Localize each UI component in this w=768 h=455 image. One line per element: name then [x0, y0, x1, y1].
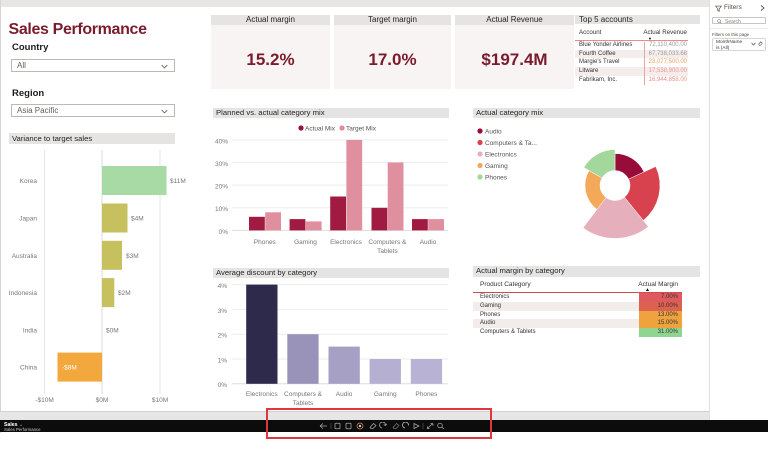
- svg-text:1%: 1%: [218, 357, 228, 364]
- svg-text:Australia: Australia: [12, 253, 38, 260]
- svg-text:Indonesia: Indonesia: [9, 290, 38, 297]
- svg-text:4%: 4%: [218, 283, 228, 290]
- svg-text:Computers &: Computers &: [368, 239, 407, 246]
- svg-text:Target Mix: Target Mix: [346, 126, 377, 133]
- svg-text:China: China: [20, 365, 37, 372]
- svg-text:Electronics: Electronics: [330, 239, 363, 246]
- svg-text:Electronics: Electronics: [246, 391, 279, 398]
- svg-text:India: India: [23, 327, 37, 334]
- svg-text:$4M: $4M: [131, 216, 144, 223]
- svg-text:Gaming: Gaming: [485, 163, 508, 170]
- svg-text:10%: 10%: [215, 206, 228, 213]
- svg-text:Phones: Phones: [254, 239, 277, 246]
- svg-text:$10M: $10M: [152, 397, 168, 404]
- svg-text:Computers & Ta...: Computers & Ta...: [485, 140, 537, 147]
- svg-text:Tablets: Tablets: [377, 248, 398, 255]
- svg-text:Audio: Audio: [420, 239, 437, 246]
- svg-text:Computers &: Computers &: [284, 391, 323, 398]
- svg-text:Japan: Japan: [19, 216, 37, 223]
- svg-text:$3M: $3M: [126, 253, 139, 260]
- svg-text:Tablets: Tablets: [293, 400, 314, 407]
- svg-text:Gaming: Gaming: [374, 391, 397, 398]
- svg-text:$0M: $0M: [106, 327, 119, 334]
- svg-text:Phones: Phones: [415, 391, 438, 398]
- svg-text:-$10M: -$10M: [35, 397, 53, 404]
- svg-text:Phones: Phones: [485, 175, 508, 182]
- svg-text:20%: 20%: [215, 184, 228, 191]
- svg-text:Actual Mix: Actual Mix: [305, 126, 336, 133]
- svg-text:0%: 0%: [219, 229, 229, 236]
- svg-text:0%: 0%: [218, 382, 228, 389]
- svg-text:-$8M: -$8M: [62, 365, 77, 372]
- svg-text:3%: 3%: [218, 308, 228, 315]
- svg-text:Audio: Audio: [485, 129, 502, 136]
- svg-text:Korea: Korea: [20, 178, 38, 185]
- svg-text:$0M: $0M: [96, 397, 109, 404]
- svg-text:Audio: Audio: [336, 391, 353, 398]
- svg-text:Electronics: Electronics: [485, 152, 518, 159]
- svg-text:2%: 2%: [218, 333, 228, 340]
- svg-text:Gaming: Gaming: [294, 239, 317, 246]
- svg-text:$11M: $11M: [170, 178, 186, 185]
- svg-text:40%: 40%: [215, 138, 228, 145]
- svg-text:30%: 30%: [215, 161, 228, 168]
- svg-text:$2M: $2M: [118, 290, 131, 297]
